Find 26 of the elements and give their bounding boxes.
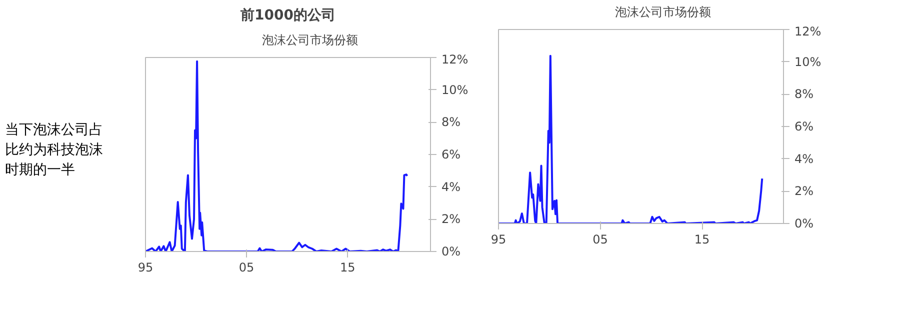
y-tick-label: 4% — [442, 180, 461, 194]
line-series — [498, 54, 764, 224]
text: 泡沫公司市场份额 — [615, 4, 711, 20]
y-tick-label: 6% — [442, 148, 461, 162]
x-tick-label: 95 — [490, 232, 506, 246]
y-tick-label: 10% — [794, 54, 822, 69]
y-tick-label: 0% — [442, 244, 461, 258]
y-tick-label: 4% — [794, 152, 814, 166]
y-tick-label: 6% — [794, 120, 814, 134]
x-tick-label: 15 — [340, 260, 356, 274]
y-tick-label: 8% — [794, 87, 814, 102]
y-tick-label: 0% — [794, 216, 814, 230]
line-series — [146, 60, 408, 252]
x-tick-label: 95 — [138, 260, 154, 274]
x-tick-label: 05 — [592, 232, 608, 246]
chart-title: 前1000的公司 — [240, 8, 336, 24]
text: 当下泡沫公司占比约为科技泡沫时期的一半 — [5, 121, 104, 180]
x-tick-label: 15 — [694, 232, 710, 246]
y-tick-label: 8% — [442, 115, 461, 130]
y-tick-label: 10% — [442, 82, 468, 97]
y-tick-label: 2% — [442, 212, 461, 226]
x-tick-label: 05 — [238, 260, 254, 274]
y-tick-label: 12% — [442, 52, 468, 66]
text: 泡沫公司市场份额 — [262, 32, 358, 48]
y-tick-label: 2% — [794, 184, 814, 198]
y-tick-label: 12% — [794, 24, 822, 38]
